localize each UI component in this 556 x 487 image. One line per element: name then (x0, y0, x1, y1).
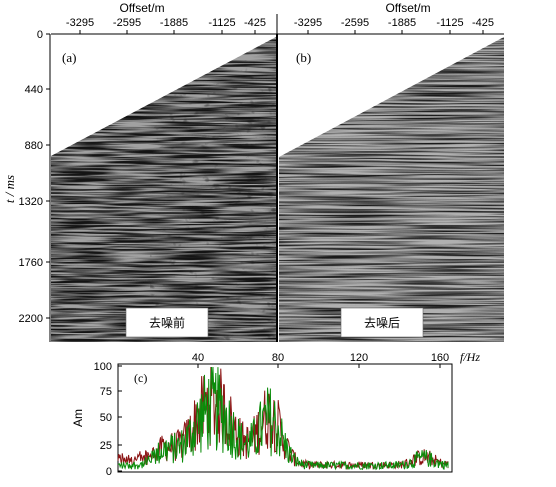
panel-b-label: (b) (296, 50, 311, 65)
spectrum-label: (c) (134, 371, 147, 385)
panel-a: (a) 去噪前 (51, 37, 276, 342)
left-tick-label: 880 (25, 140, 43, 152)
top-tick-label-b: -3295 (294, 17, 322, 29)
top-tick-label-b: -425 (472, 17, 494, 29)
spectrum-panel: 40 80 120 160 f/Hz 100 75 50 25 0 Am (c) (71, 350, 480, 478)
left-axis: t / ms 0 440 880 1320 1760 2200 (2, 29, 51, 342)
panel-b-caption-box (340, 307, 424, 338)
left-axis-title: t / ms (2, 175, 17, 203)
left-axis-ticks: 0 440 880 1320 1760 2200 (19, 29, 50, 325)
panel-b: (b) 去噪后 (279, 37, 504, 342)
left-tick-label: 1760 (19, 257, 43, 269)
top-axis: Offset/m Offset/m -3295 -2595 -1885 -1125 -4… (51, 1, 504, 35)
spectrum-x-tick-label: 160 (431, 352, 449, 364)
top-tick-label-b: -1125 (436, 17, 463, 29)
spectrum-x-ticks: 40 80 120 160 (192, 352, 449, 368)
spectrum-y-ticks: 100 75 50 25 0 (94, 361, 122, 478)
spectrum-x-title: f/Hz (460, 350, 480, 364)
spectrum-y-tick-label: 0 (106, 466, 112, 478)
panel-b-caption: 去噪后 (364, 316, 400, 330)
spectrum-x-tick-label: 40 (192, 352, 204, 364)
panel-a-caption: 去噪前 (149, 315, 185, 330)
top-tick-label-a: -1125 (208, 17, 235, 29)
spectrum-y-tick-label: 25 (100, 440, 112, 452)
top-axis-title: Offset/m (119, 1, 164, 15)
panel-a-caption-box (125, 307, 209, 338)
top-tick-label-a: -3295 (66, 17, 94, 29)
top-axis-title-b: Offset/m (385, 1, 430, 15)
top-axis-ticks: -3295 -2595 -1885 -1125 -425 -3295 -2595 -1885 -… (66, 17, 494, 34)
spectrum-after-series (117, 366, 449, 471)
left-tick-label: 0 (37, 29, 43, 41)
top-tick-label-b: -2595 (341, 17, 369, 29)
left-tick-label: 2200 (19, 313, 43, 325)
spectrum-x-tick-label: 120 (350, 352, 368, 364)
panel-a-label: (a) (62, 50, 76, 65)
top-tick-label-a: -425 (244, 17, 266, 29)
spectrum-x-tick-label: 80 (272, 352, 284, 364)
top-tick-label-a: -1885 (160, 17, 188, 29)
top-tick-label-a: -2595 (113, 17, 141, 29)
spectrum-y-title: Am (71, 409, 85, 427)
spectrum-y-tick-label: 50 (100, 412, 112, 424)
top-tick-label-b: -1885 (388, 17, 416, 29)
left-tick-label: 440 (25, 84, 43, 96)
left-tick-label: 1320 (19, 196, 43, 208)
spectrum-y-tick-label: 100 (94, 361, 112, 373)
spectrum-y-tick-label: 75 (100, 386, 112, 398)
